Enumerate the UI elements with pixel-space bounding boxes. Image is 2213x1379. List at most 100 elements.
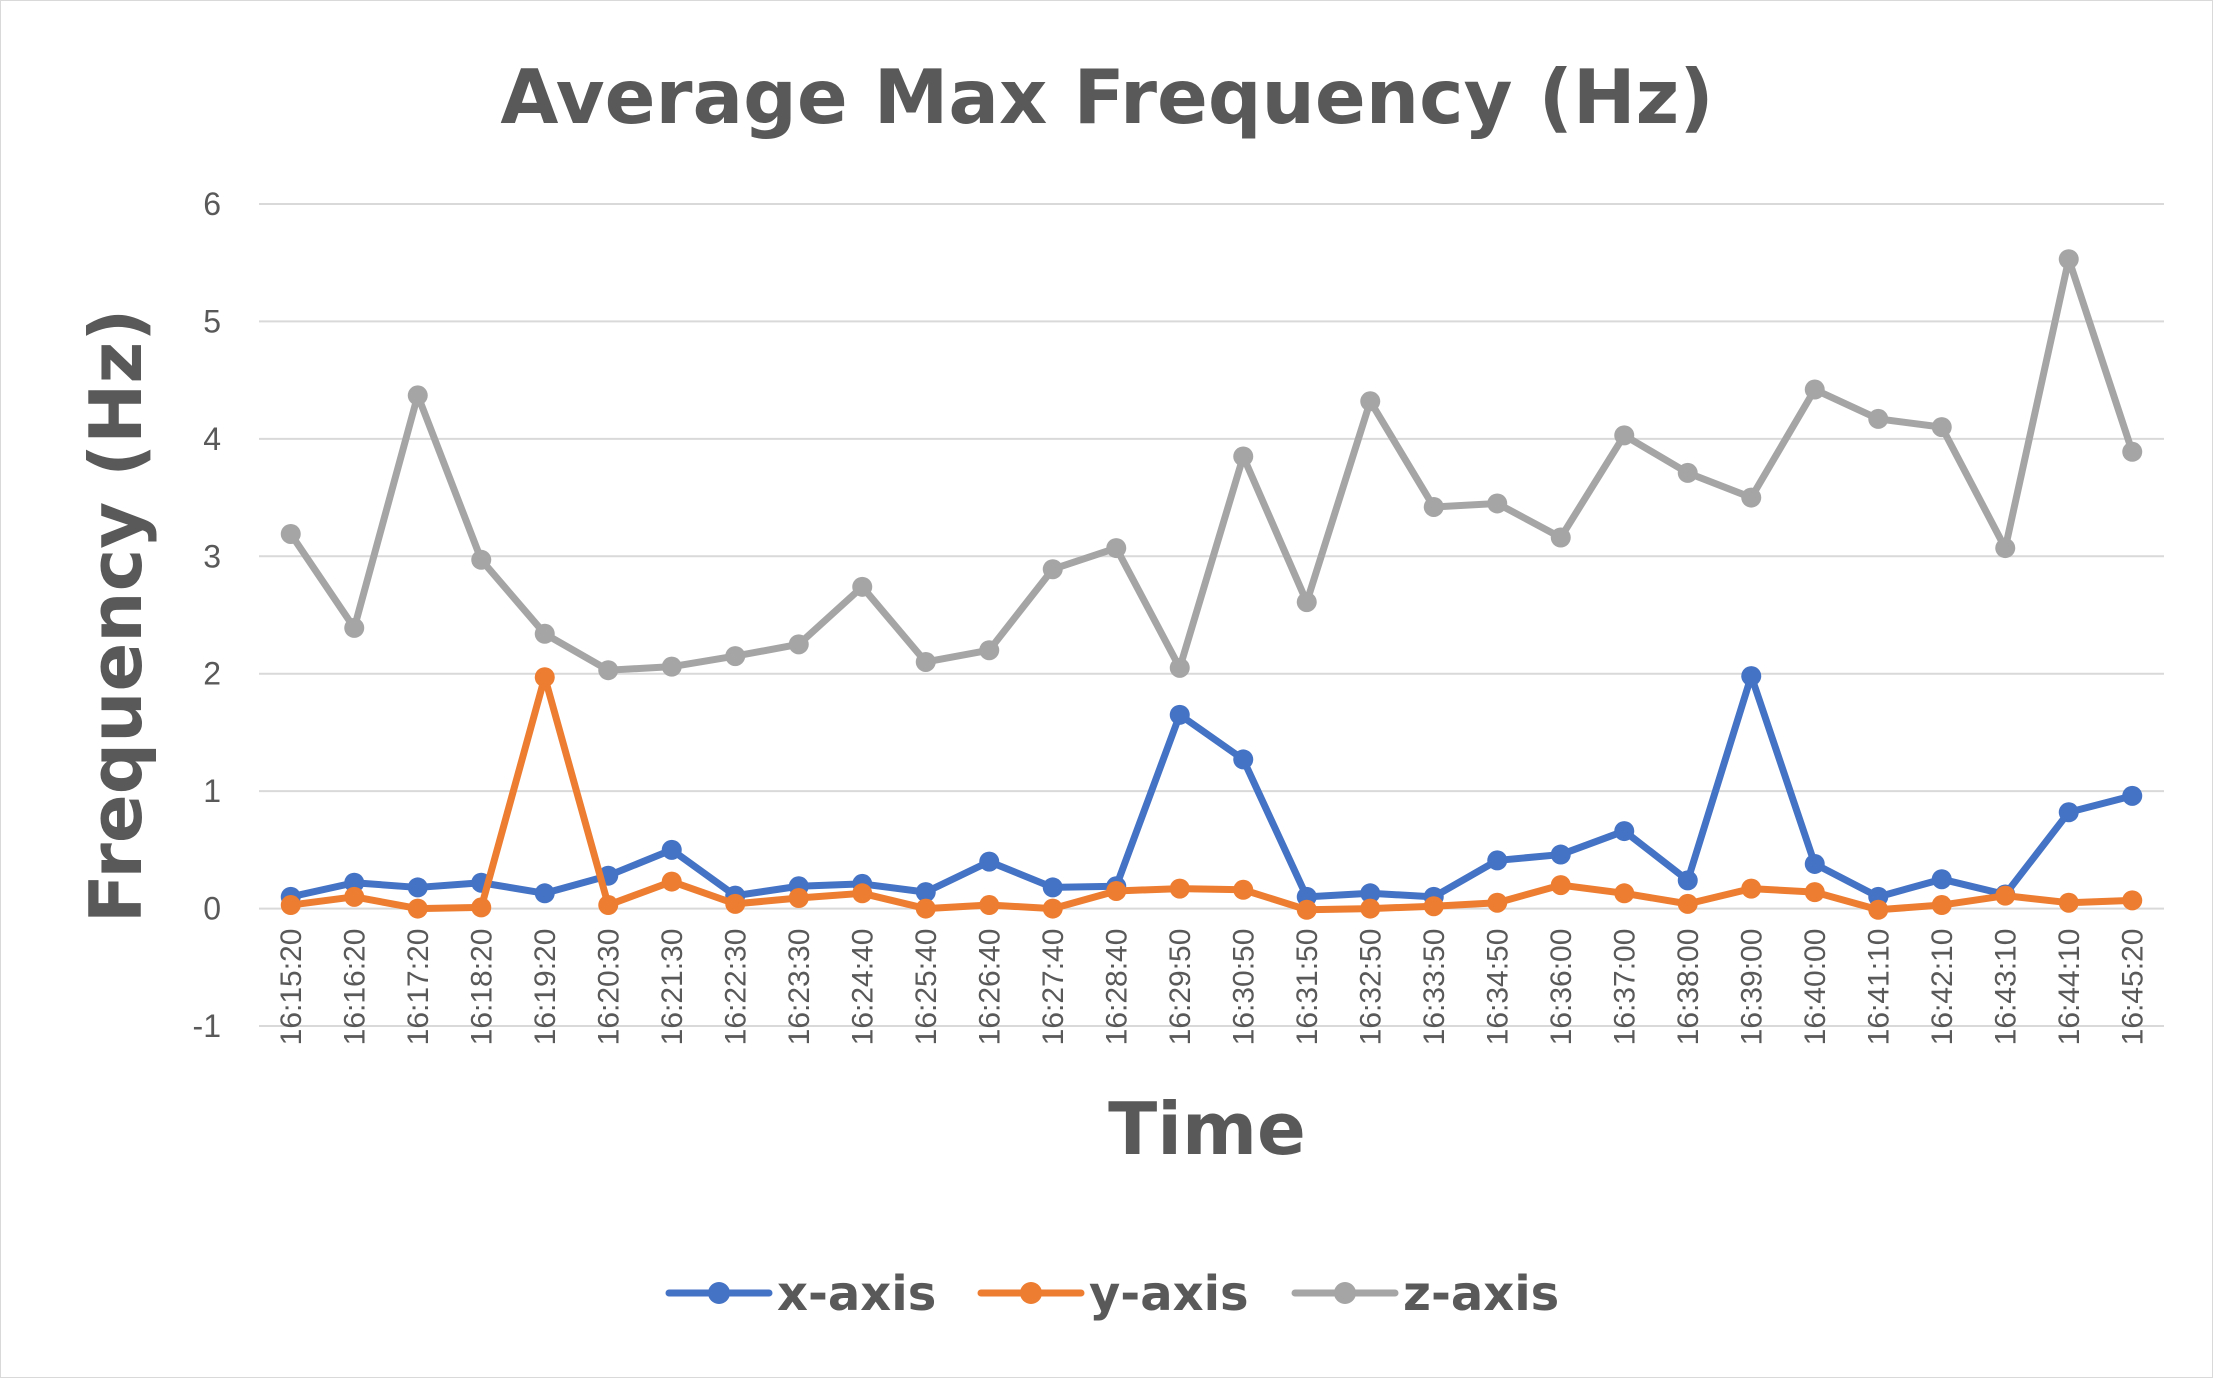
data-point-z-axis — [2122, 441, 2143, 462]
series-lines — [280, 249, 2143, 920]
data-point-x-axis — [1233, 749, 1254, 770]
y-axis-title: Frequency (Hz) — [74, 309, 158, 923]
data-point-y-axis — [725, 893, 746, 914]
data-point-x-axis — [1169, 704, 1190, 725]
y-tick-label: 2 — [203, 656, 221, 692]
data-point-y-axis — [1042, 898, 1063, 919]
data-point-y-axis — [2058, 892, 2079, 913]
y-tick-label: -1 — [193, 1008, 221, 1044]
data-point-z-axis — [280, 523, 301, 544]
data-point-z-axis — [1233, 446, 1254, 467]
data-point-x-axis — [1804, 853, 1825, 874]
data-point-x-axis — [1741, 666, 1762, 687]
legend-label: x-axis — [777, 1266, 936, 1322]
y-tick-label: 0 — [203, 891, 221, 927]
data-point-y-axis — [1296, 899, 1317, 920]
data-point-y-axis — [852, 883, 873, 904]
legend: x-axis y-axis z-axis — [665, 1266, 1559, 1322]
data-point-z-axis — [534, 623, 555, 644]
data-point-x-axis — [1931, 869, 1952, 890]
data-point-y-axis — [407, 898, 428, 919]
data-point-y-axis — [2122, 890, 2143, 911]
x-tick-label: 16:16:20 — [338, 929, 371, 1046]
x-tick-label: 16:28:40 — [1100, 929, 1133, 1046]
x-tick-label: 16:23:30 — [783, 929, 816, 1046]
data-point-x-axis — [407, 877, 428, 898]
series-line-x-axis — [287, 672, 2136, 901]
data-point-z-axis — [1741, 487, 1762, 508]
x-tick-label: 16:32:50 — [1354, 929, 1387, 1046]
x-axis-title: Time — [1108, 1087, 1306, 1171]
legend-swatch-marker — [1334, 1282, 1356, 1304]
data-point-z-axis — [598, 660, 619, 681]
y-tick-label: 3 — [203, 538, 221, 574]
data-point-x-axis — [979, 851, 1000, 872]
x-tick-label: 16:30:50 — [1227, 929, 1260, 1046]
data-point-y-axis — [1868, 899, 1889, 920]
data-point-x-axis — [1360, 883, 1381, 904]
x-tick-label: 16:22:30 — [719, 929, 752, 1046]
x-tick-label: 16:42:10 — [1926, 929, 1959, 1046]
data-point-y-axis — [344, 886, 365, 907]
data-point-y-axis — [1550, 875, 1571, 896]
data-point-z-axis — [979, 640, 1000, 661]
chart-title: Average Max Frequency (Hz) — [500, 53, 1713, 141]
x-tick-label: 16:45:20 — [2116, 929, 2149, 1046]
data-point-x-axis — [2122, 785, 2143, 806]
data-point-x-axis — [534, 883, 555, 904]
y-tick-label: 4 — [203, 421, 221, 457]
series-x-axis — [280, 666, 2143, 907]
data-point-y-axis — [1106, 880, 1127, 901]
data-point-z-axis — [725, 646, 746, 667]
data-point-x-axis — [661, 839, 682, 860]
x-tick-label: 16:26:40 — [973, 929, 1006, 1046]
data-point-z-axis — [1677, 462, 1698, 483]
data-point-z-axis — [1804, 379, 1825, 400]
legend-item-y-axis: y-axis — [977, 1266, 1249, 1322]
data-point-z-axis — [1423, 496, 1444, 517]
x-axis-ticks: 16:15:20 16:16:20 16:17:20 16:18:20 16:19:20… — [275, 929, 2150, 1046]
x-tick-label: 16:31:50 — [1291, 929, 1324, 1046]
x-tick-label: 16:38:00 — [1672, 929, 1705, 1046]
data-point-x-axis — [1677, 870, 1698, 891]
x-tick-label: 16:33:50 — [1418, 929, 1451, 1046]
data-point-z-axis — [1931, 417, 1952, 438]
x-tick-label: 16:15:20 — [275, 929, 308, 1046]
x-tick-label: 16:27:40 — [1037, 929, 1070, 1046]
data-point-z-axis — [1296, 592, 1317, 613]
x-tick-label: 16:34:50 — [1481, 929, 1514, 1046]
series-y-axis — [280, 667, 2143, 920]
x-tick-label: 16:43:10 — [1989, 929, 2022, 1046]
legend-swatch-marker — [708, 1282, 730, 1304]
x-tick-label: 16:24:40 — [846, 929, 879, 1046]
data-point-y-axis — [1233, 879, 1254, 900]
data-point-z-axis — [788, 634, 809, 655]
data-point-y-axis — [280, 895, 301, 916]
y-tick-label: 6 — [203, 186, 221, 222]
legend-label: y-axis — [1089, 1266, 1249, 1322]
data-point-y-axis — [1487, 892, 1508, 913]
data-point-y-axis — [534, 667, 555, 688]
y-tick-label: 1 — [203, 773, 221, 809]
data-point-z-axis — [1995, 538, 2016, 559]
data-point-z-axis — [1487, 493, 1508, 514]
data-point-y-axis — [1423, 896, 1444, 917]
data-point-x-axis — [2058, 802, 2079, 823]
data-point-y-axis — [788, 888, 809, 909]
series-line-y-axis — [287, 673, 2136, 914]
data-point-y-axis — [1804, 882, 1825, 903]
data-point-z-axis — [661, 656, 682, 677]
data-point-z-axis — [471, 549, 492, 570]
data-point-y-axis — [1169, 878, 1190, 899]
x-tick-label: 16:41:10 — [1862, 929, 1895, 1046]
x-tick-label: 16:25:40 — [910, 929, 943, 1046]
data-point-y-axis — [661, 871, 682, 892]
data-point-y-axis — [471, 897, 492, 918]
data-point-z-axis — [1169, 657, 1190, 678]
data-point-z-axis — [1042, 559, 1063, 580]
legend-item-x-axis: x-axis — [665, 1266, 936, 1322]
data-point-y-axis — [1995, 885, 2016, 906]
x-tick-label: 16:40:00 — [1799, 929, 1832, 1046]
